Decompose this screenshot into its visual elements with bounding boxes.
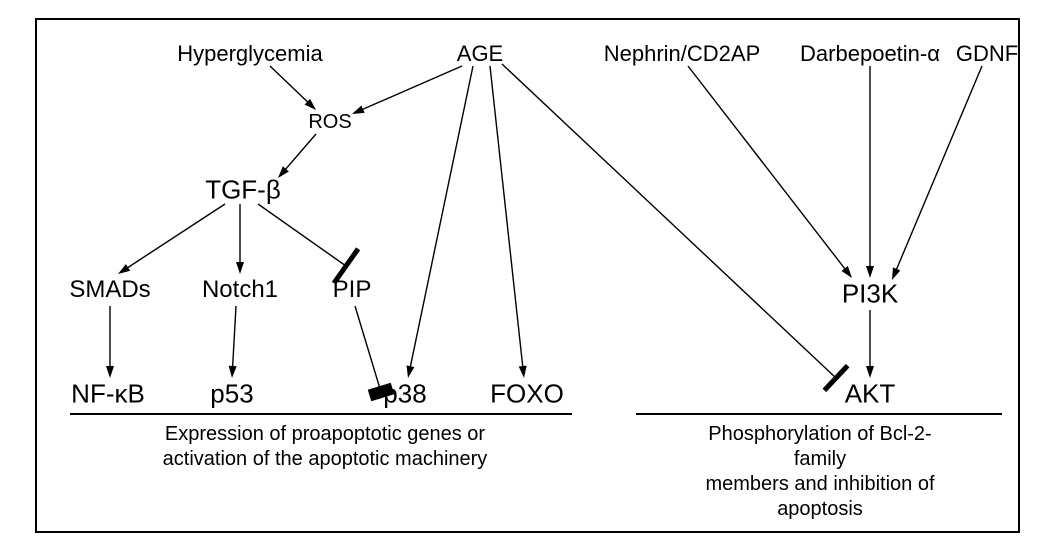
- arrow-ros-to-tgfb: [278, 134, 316, 178]
- node-gdnf: GDNF: [956, 42, 1018, 66]
- arrow-age-to-p38: [407, 66, 473, 378]
- arrow-darbe-to-pi3k: [866, 66, 874, 278]
- arrow-smads-to-nfkb: [106, 306, 114, 378]
- arrow-age-to-ros: [352, 66, 462, 114]
- caption-right: Phosphorylation of Bcl-2-family members …: [705, 422, 935, 522]
- arrow-hyperglycemia-to-ros: [270, 66, 316, 110]
- node-notch1: Notch1: [202, 277, 278, 303]
- caption-left: Expression of proapoptotic genes or acti…: [163, 422, 488, 472]
- arrow-tgfb-to-notch1: [236, 204, 244, 274]
- inhibit-age-inhibit-akt: [502, 64, 848, 390]
- arrow-pi3k-to-akt: [866, 310, 874, 378]
- arrow-tgfb-to-smads: [118, 204, 225, 274]
- node-hyperglycemia: Hyperglycemia: [177, 42, 323, 66]
- node-age: AGE: [457, 42, 503, 66]
- node-pip: PIP: [333, 277, 372, 303]
- node-akt: AKT: [845, 380, 896, 409]
- node-tgfb: TGF-β: [205, 176, 281, 205]
- diagram-canvas: Hyperglycemia AGE Nephrin/CD2AP Darbepoe…: [0, 0, 1050, 549]
- inhibit-tgfb-inhibit-pip: [258, 204, 358, 283]
- node-ros: ROS: [308, 111, 351, 133]
- node-foxo: FOXO: [490, 380, 564, 409]
- node-pi3k: PI3K: [842, 280, 898, 309]
- node-p38: p38: [383, 380, 426, 409]
- arrow-age-to-foxo: [490, 66, 527, 378]
- node-smads: SMADs: [69, 277, 150, 303]
- arrow-notch1-to-p53: [229, 306, 237, 378]
- inhibit-pip-inhibit-p38: [355, 306, 383, 398]
- node-darbepoetin: Darbepoetin-α: [800, 42, 940, 66]
- node-p53: p53: [210, 380, 253, 409]
- arrow-gdnf-to-pi3k: [892, 66, 982, 280]
- arrow-nephrin-to-pi3k: [688, 66, 852, 278]
- node-nephrin: Nephrin/CD2AP: [604, 42, 761, 66]
- node-nfkb: NF-κB: [71, 380, 145, 409]
